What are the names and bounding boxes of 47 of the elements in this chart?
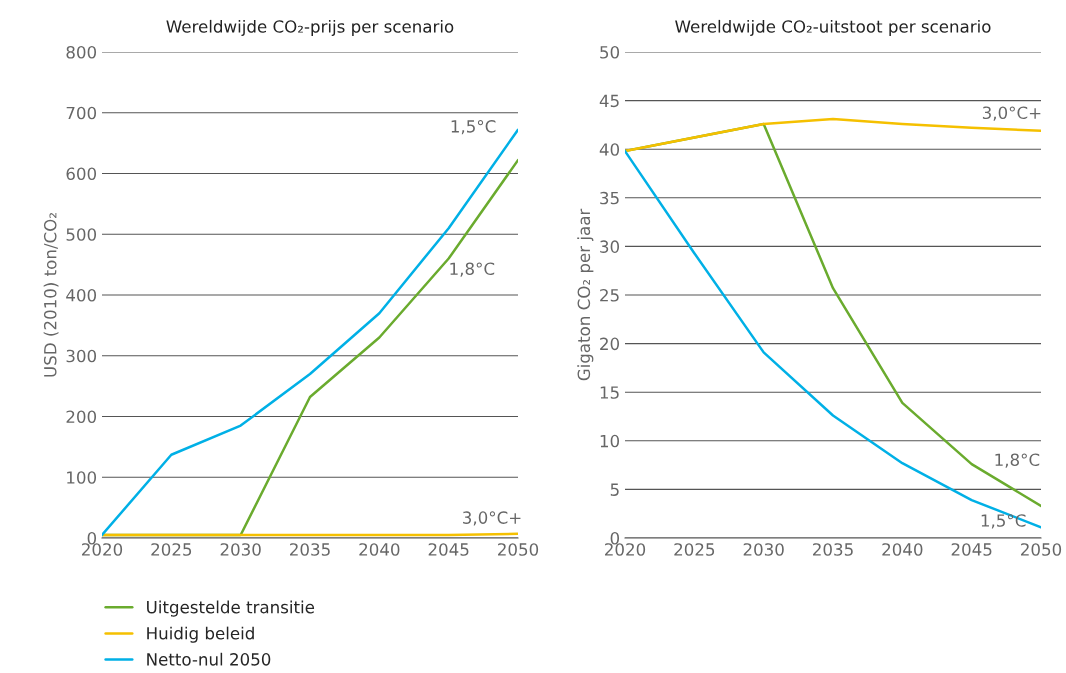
annotation: 1,8°C <box>995 453 1040 468</box>
annotation: 1,5°C <box>981 514 1026 529</box>
x-tick-label: 2025 <box>674 543 715 556</box>
y-tick-label: 300 <box>66 349 97 363</box>
chart-title: Wereldwijde CO₂-prijs per scenario <box>166 19 454 37</box>
x-tick-label: 2020 <box>82 543 123 556</box>
x-tick-label: 2020 <box>605 543 646 556</box>
y-tick-label: 15 <box>600 386 619 399</box>
x-tick-label: 2030 <box>220 543 261 556</box>
y-tick-label: 800 <box>66 45 97 59</box>
y-tick-label: 5 <box>610 483 619 496</box>
annotation: 1,8°C <box>450 262 495 277</box>
y-tick-label: 40 <box>599 143 620 156</box>
y-tick-label: 25 <box>600 288 619 302</box>
annotation: 1,5°C <box>451 120 496 135</box>
x-tick-label: 2050 <box>1021 543 1062 556</box>
x-tick-label: 2045 <box>428 543 469 556</box>
x-tick-label: 2045 <box>951 543 992 556</box>
y-tick-label: 45 <box>599 94 619 108</box>
y-tick-label: 200 <box>66 410 97 424</box>
x-tick-label: 2025 <box>151 543 192 556</box>
x-tick-label: 2035 <box>290 543 330 556</box>
y-tick-label: 10 <box>600 434 620 448</box>
annotation: 3,0°C+ <box>463 511 521 526</box>
y-tick-label: 100 <box>67 471 97 484</box>
x-tick-label: 2030 <box>743 543 784 556</box>
y-tick-label: 500 <box>66 228 97 241</box>
y-tick-label: 0 <box>87 531 97 545</box>
y-tick-label: 35 <box>600 191 619 205</box>
y-tick-label: 700 <box>66 106 97 120</box>
x-tick-label: 2050 <box>498 543 539 556</box>
y-axis-title: USD (2010) ton/CO₂ <box>43 213 59 377</box>
y-tick-label: 400 <box>66 288 97 302</box>
y-tick-label: 600 <box>66 167 97 181</box>
x-tick-label: 2040 <box>359 543 400 556</box>
y-tick-label: 0 <box>610 531 620 545</box>
chart-title: Wereldwijde CO₂-uitstoot per scenario <box>675 19 991 37</box>
y-tick-label: 20 <box>600 337 620 351</box>
annotation: 3,0°C+ <box>982 106 1041 121</box>
x-tick-label: 2040 <box>882 543 923 556</box>
legend-label: Uitgestelde transitie <box>147 600 315 617</box>
legend-label: Huidig beleid <box>147 626 254 643</box>
y-axis-title: Gigaton CO₂ per jaar <box>577 208 594 381</box>
y-tick-label: 30 <box>600 240 620 253</box>
x-tick-label: 2035 <box>813 543 853 556</box>
legend-label: Netto-nul 2050 <box>147 652 271 666</box>
y-tick-label: 50 <box>600 45 620 59</box>
